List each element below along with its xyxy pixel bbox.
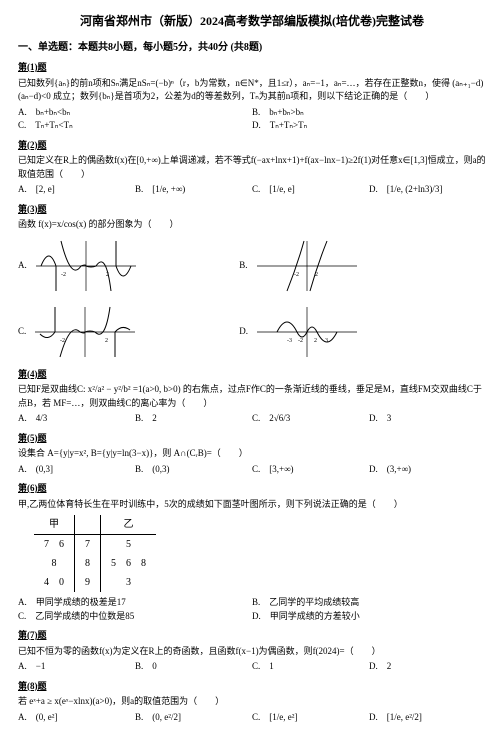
q6-r1c1: 7 6 — [34, 535, 75, 555]
graph-c-svg: -2 2 — [30, 302, 140, 362]
svg-text:2: 2 — [314, 338, 317, 344]
q2-opt-b: B. [1/e, +∞) — [135, 183, 252, 197]
svg-text:-3: -3 — [287, 338, 292, 344]
q1-options: A. bₙ+bₙ<bₙ B. bₙ+bₙ>bₙ C. Tₙ+Tₙ<Tₙ D. T… — [18, 106, 486, 133]
svg-text:-2: -2 — [61, 272, 66, 278]
q3-graph-b: B. -2 2 — [239, 236, 454, 296]
q7-opt-a: A. −1 — [18, 660, 135, 674]
q3-graph-c: C. -2 2 — [18, 302, 233, 362]
q6-r1c3: 5 — [101, 535, 157, 555]
q6-body: 甲,乙两位体育特长生在平时训练中，5次的成绩如下面茎叶图所示，则下列说法正确的是… — [18, 498, 486, 512]
q3-graph-a: A. -2 2 — [18, 236, 233, 296]
q6-number: 第(6)题 — [18, 482, 486, 496]
q6-opt-c: C. 乙同学成绩的中位数是85 — [18, 610, 252, 624]
q4-opt-a: A. 4/3 — [18, 412, 135, 426]
q6-options: A. 甲同学成绩的极差是17 B. 乙同学的平均成绩较高 C. 乙同学成绩的中位… — [18, 596, 486, 623]
svg-text:2: 2 — [106, 272, 109, 278]
page-title: 河南省郑州市（新版）2024高考数学部编版模拟(培优卷)完整试卷 — [18, 12, 486, 30]
q6-r3c3: 3 — [101, 573, 157, 592]
q6-r3c2: 9 — [75, 573, 101, 592]
q1-opt-d: D. Tₙ+Tₙ>Tₙ — [252, 119, 486, 133]
q2-opt-c: C. [1/e, e] — [252, 183, 369, 197]
q6-th-right: 乙 — [101, 515, 157, 535]
q3-graphs: A. -22 B. -22 C. -22 D. -3- — [18, 236, 486, 362]
q6-table: 甲 乙 7 6 7 5 8 8 5 6 8 4 0 9 3 — [34, 515, 156, 592]
q7-options: A. −1 B. 0 C. 1 D. 2 — [18, 660, 486, 674]
q4-number: 第(4)题 — [18, 368, 486, 382]
q4-opt-b: B. 2 — [135, 412, 252, 426]
q1-opt-b: B. bₙ+bₙ>bₙ — [252, 106, 486, 120]
q3-number: 第(3)题 — [18, 203, 486, 217]
svg-text:-2: -2 — [60, 338, 65, 344]
q1-opt-a: A. bₙ+bₙ<bₙ — [18, 106, 252, 120]
q5-opt-b: B. (0,3) — [135, 463, 252, 477]
q6-r2c3: 5 6 8 — [101, 554, 157, 573]
q5-options: A. (0,3] B. (0,3) C. [3,+∞) D. (3,+∞) — [18, 463, 486, 477]
q2-opt-d: D. [1/e, (2+ln3)/3] — [369, 183, 486, 197]
graph-a-svg: -2 2 — [31, 236, 141, 296]
q6-r2c1: 8 — [34, 554, 75, 573]
q5-opt-a: A. (0,3] — [18, 463, 135, 477]
q2-number: 第(2)题 — [18, 139, 486, 153]
q5-number: 第(5)题 — [18, 432, 486, 446]
q3-body: 函数 f(x)=x/cos(x) 的部分图象为（ ） — [18, 218, 486, 232]
q6-r3c1: 4 0 — [34, 573, 75, 592]
svg-text:2: 2 — [315, 272, 318, 278]
svg-text:3: 3 — [325, 338, 328, 344]
q4-body: 已知F是双曲线C: x²/a² − y²/b² =1(a>0, b>0) 的右焦… — [18, 383, 486, 410]
q6-r1c2: 7 — [75, 535, 101, 555]
svg-text:-2: -2 — [294, 272, 299, 278]
q7-opt-d: D. 2 — [369, 660, 486, 674]
q8-body: 若 eˣ+a ≥ x(eˣ−xlnx)(a>0)，则a的取值范围为（ ） — [18, 695, 486, 709]
q6-opt-a: A. 甲同学成绩的极差是17 — [18, 596, 252, 610]
q6-th-left: 甲 — [34, 515, 75, 535]
q3-label-b: B. — [239, 259, 247, 273]
q4-opt-d: D. 3 — [369, 412, 486, 426]
q1-number: 第(1)题 — [18, 61, 486, 75]
q3-graph-d: D. -3 -2 2 3 — [239, 302, 454, 362]
section-heading: 一、单选题：本题共8小题，每小题5分，共40分 (共8题) — [18, 40, 486, 55]
q3-label-d: D. — [239, 325, 248, 339]
q6-r2c2: 8 — [75, 554, 101, 573]
q1-opt-c: C. Tₙ+Tₙ<Tₙ — [18, 119, 252, 133]
q8-number: 第(8)题 — [18, 680, 486, 694]
svg-text:2: 2 — [105, 338, 108, 344]
q4-options: A. 4/3 B. 2 C. 2√6/3 D. 3 — [18, 412, 486, 426]
graph-b-svg: -2 2 — [252, 236, 362, 296]
graph-d-svg: -3 -2 2 3 — [252, 302, 362, 362]
q5-opt-c: C. [3,+∞) — [252, 463, 369, 477]
q6-th-mid — [75, 515, 101, 535]
q7-body: 已知不恒为零的函数f(x)为定义在R上的奇函数，且函数f(x−1)为偶函数，则f… — [18, 645, 486, 659]
q3-label-a: A. — [18, 259, 27, 273]
q4-opt-c: C. 2√6/3 — [252, 412, 369, 426]
q7-opt-c: C. 1 — [252, 660, 369, 674]
q6-opt-d: D. 甲同学成绩的方差较小 — [252, 610, 486, 624]
q7-number: 第(7)题 — [18, 629, 486, 643]
q5-opt-d: D. (3,+∞) — [369, 463, 486, 477]
q2-body: 已知定义在R上的偶函数f(x)在[0,+∞)上单调递减，若不等式f(−ax+ln… — [18, 154, 486, 181]
q2-opt-a: A. [2, e] — [18, 183, 135, 197]
q5-body: 设集合 A={y|y=x², B={y|y=ln(3−x)}，则 A∩(CᵣB)… — [18, 447, 486, 461]
q6-opt-b: B. 乙同学的平均成绩较高 — [252, 596, 486, 610]
q1-body: 已知数列{aₙ}的前n项和Sₙ满足nSₙ=(−b)ⁿ（r，b为常数，n∈N*，且… — [18, 77, 486, 104]
q7-opt-b: B. 0 — [135, 660, 252, 674]
q3-label-c: C. — [18, 325, 26, 339]
q2-options: A. [2, e] B. [1/e, +∞) C. [1/e, e] D. [1… — [18, 183, 486, 197]
svg-text:-2: -2 — [298, 338, 303, 344]
